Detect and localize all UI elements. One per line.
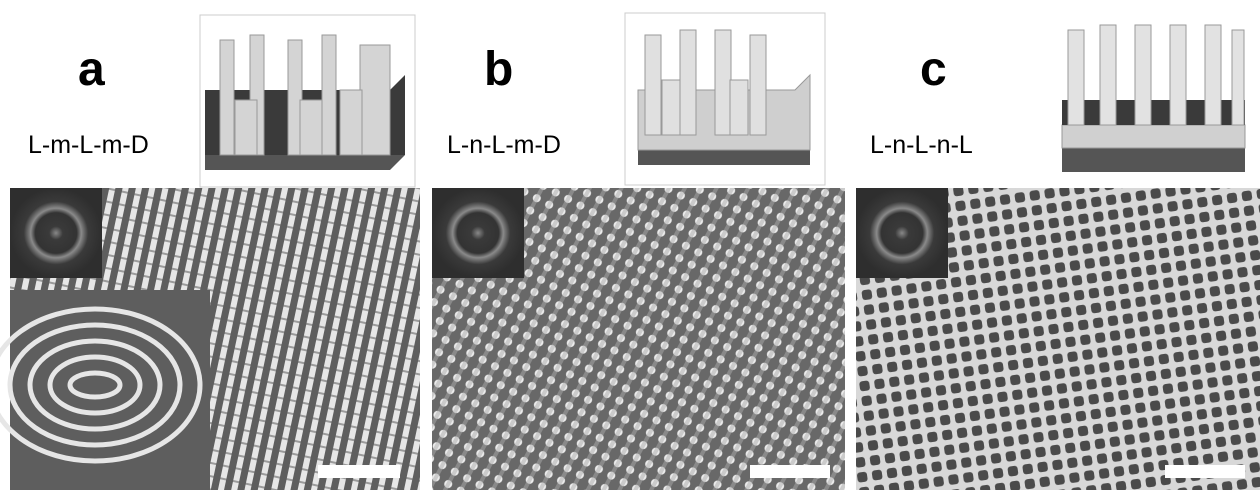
- micrograph: [856, 188, 1260, 490]
- figure-graphics: [0, 0, 1260, 490]
- panel-label: L-m-L-m-D: [28, 131, 149, 160]
- figure: a L-m-L-m-D b L-n-L-m-D c L-n-L-n-L: [0, 0, 1260, 490]
- panel-label: L-n-L-m-D: [447, 131, 561, 160]
- schematic: [625, 13, 825, 185]
- panel-label: L-n-L-n-L: [870, 131, 973, 160]
- panel-letter: c: [920, 42, 947, 97]
- schematic: [200, 15, 415, 187]
- panel-letter: b: [484, 42, 513, 97]
- micrograph: [0, 188, 420, 490]
- micrograph: [432, 188, 845, 490]
- panel-letter: a: [78, 42, 105, 97]
- schematic: [1062, 25, 1245, 172]
